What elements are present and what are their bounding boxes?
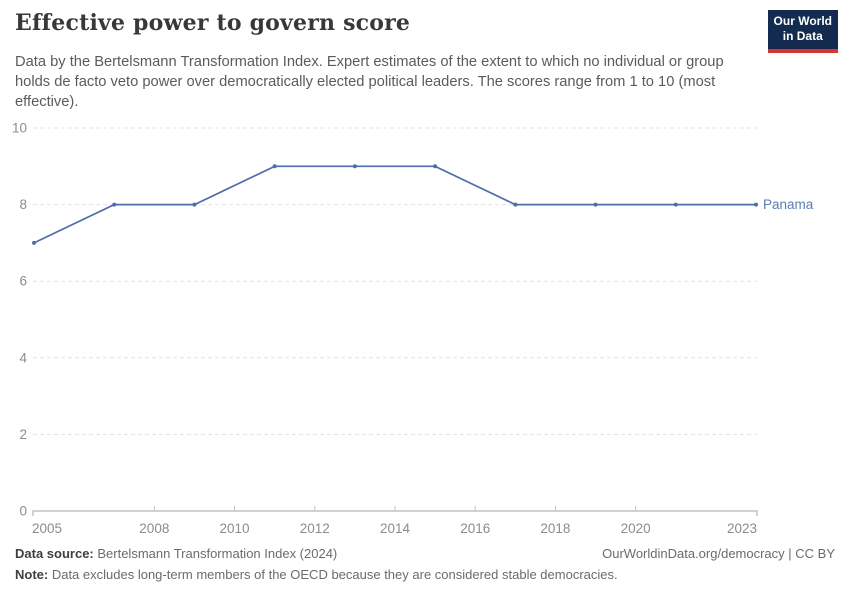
data-point[interactable] (593, 202, 598, 207)
data-point[interactable] (272, 164, 277, 169)
note-value: Data excludes long-term members of the O… (48, 567, 618, 582)
data-source-label: Data source: (15, 546, 94, 561)
series-end-label[interactable]: Panama (763, 197, 814, 212)
y-axis-tick-label: 6 (19, 274, 27, 289)
y-axis-tick-label: 0 (19, 504, 27, 519)
data-point[interactable] (192, 202, 197, 207)
x-axis-tick-label: 2016 (460, 521, 490, 536)
chart-title: Effective power to govern score (15, 10, 411, 36)
data-source-value: Bertelsmann Transformation Index (2024) (93, 546, 338, 561)
x-axis-tick-label: 2018 (540, 521, 570, 536)
y-axis-tick-label: 10 (12, 121, 27, 136)
x-axis-tick-label: 2012 (300, 521, 330, 536)
y-axis-tick-label: 8 (19, 197, 27, 212)
chart-subtitle: Data by the Bertelsmann Transformation I… (15, 54, 724, 110)
series-line[interactable] (33, 165, 756, 244)
x-axis-tick-label: 2008 (139, 521, 169, 536)
data-point[interactable] (433, 164, 438, 169)
chart-footer: Data source: Bertelsmann Transformation … (15, 545, 835, 583)
data-point[interactable] (754, 202, 758, 207)
data-point[interactable] (32, 240, 36, 245)
data-point[interactable] (112, 202, 117, 207)
owid-logo-line2: in Data (782, 29, 823, 44)
owid-logo[interactable]: Our World in Data (767, 10, 838, 53)
y-axis-tick-label: 2 (19, 427, 27, 442)
data-point[interactable] (513, 202, 518, 207)
y-axis-tick-label: 4 (19, 350, 27, 365)
x-axis-tick-label: 2023 (727, 521, 757, 536)
x-axis-tick-label: 2005 (32, 521, 62, 536)
chart-note: Note: Data excludes long-term members of… (15, 566, 835, 583)
data-source: Data source: Bertelsmann Transformation … (15, 545, 337, 562)
x-axis-tick-label: 2014 (380, 521, 411, 536)
data-point[interactable] (673, 202, 678, 207)
owid-logo-line1: Our World (773, 14, 832, 28)
line-chart-svg[interactable]: 0 2 4 6 8 10 2005 2008 2010 2012 2014 2016 2018 2020 2… (0, 113, 850, 545)
note-label: Note: (15, 567, 49, 582)
data-point[interactable] (352, 164, 357, 169)
x-axis-tick-label: 2020 (621, 521, 651, 536)
x-axis-line (32, 510, 758, 516)
attribution-link[interactable]: OurWorldinData.org/democracy | CC BY (602, 546, 835, 561)
x-axis-tick-label: 2010 (220, 521, 250, 536)
